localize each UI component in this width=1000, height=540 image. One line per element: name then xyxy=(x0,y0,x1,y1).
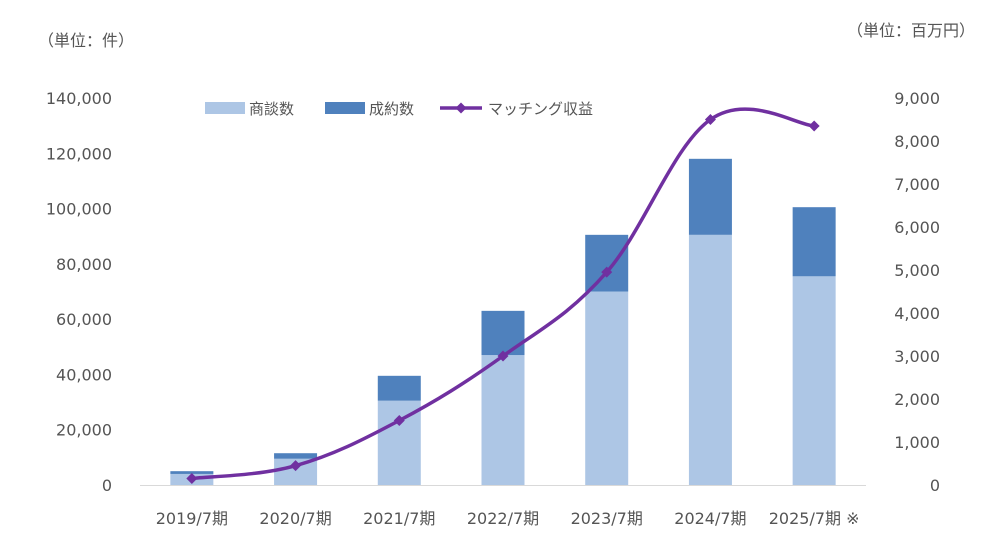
left-tick-label: 0 xyxy=(102,476,112,495)
bar-seiyaku xyxy=(792,207,836,277)
legend: 商談数 成約数 マッチング収益 xyxy=(205,100,593,118)
bar-shodan xyxy=(481,355,525,485)
right-tick-label: 2,000 xyxy=(894,390,940,409)
line-series-group xyxy=(186,107,820,485)
right-tick-label: 0 xyxy=(930,476,940,495)
bar-seiyaku xyxy=(170,471,214,474)
left-axis-ticks: 0 20,000 40,000 60,000 80,000 100,000 120,000 1… xyxy=(46,89,112,495)
bar-shodan xyxy=(585,291,629,485)
bar-shodan xyxy=(688,234,732,485)
left-tick-label: 80,000 xyxy=(56,255,112,274)
right-tick-label: 4,000 xyxy=(894,304,940,323)
right-tick-label: 8,000 xyxy=(894,132,940,151)
bar-seiyaku xyxy=(377,375,421,401)
left-tick-label: 120,000 xyxy=(46,144,112,163)
x-tick-label: 2020/7期 xyxy=(259,509,331,528)
legend-label: マッチング収益 xyxy=(488,100,593,118)
left-tick-label: 140,000 xyxy=(46,89,112,108)
legend-label: 成約数 xyxy=(369,100,414,118)
x-tick-label: 2024/7期 xyxy=(674,509,746,528)
right-axis-ticks: 0 1,000 2,000 3,000 4,000 5,000 6,000 7,000 8,00… xyxy=(894,89,940,495)
right-tick-label: 6,000 xyxy=(894,218,940,237)
legend-label: 商談数 xyxy=(249,100,294,118)
bars-group xyxy=(170,158,836,485)
right-tick-label: 3,000 xyxy=(894,347,940,366)
right-tick-label: 5,000 xyxy=(894,261,940,280)
x-tick-label: 2019/7期 xyxy=(156,509,228,528)
revenue-point xyxy=(601,266,613,278)
left-tick-label: 40,000 xyxy=(56,365,112,384)
right-axis-unit-label: （単位：百万円） xyxy=(847,21,975,40)
left-tick-label: 60,000 xyxy=(56,310,112,329)
bar-shodan xyxy=(792,276,836,485)
revenue-point xyxy=(186,473,198,485)
legend-swatch xyxy=(325,102,365,114)
left-axis-unit-label: （単位：件） xyxy=(38,31,134,50)
revenue-point xyxy=(393,415,405,426)
bar-seiyaku xyxy=(688,158,732,235)
x-tick-label: 2023/7期 xyxy=(571,509,643,528)
bar-shodan xyxy=(377,400,421,485)
revenue-point xyxy=(704,114,716,125)
x-axis-labels: 2019/7期 2020/7期 2021/7期 2022/7期 2023/7期 2024/… xyxy=(156,509,860,528)
right-tick-label: 1,000 xyxy=(894,433,940,452)
left-tick-label: 100,000 xyxy=(46,200,112,219)
revenue-point xyxy=(808,120,820,132)
bar-seiyaku xyxy=(585,234,629,292)
legend-marker xyxy=(455,102,467,114)
bar-seiyaku xyxy=(481,310,525,356)
right-tick-label: 9,000 xyxy=(894,89,940,108)
right-tick-label: 7,000 xyxy=(894,175,940,194)
x-tick-label: 2022/7期 xyxy=(467,509,539,528)
left-tick-label: 20,000 xyxy=(56,421,112,440)
x-tick-label: 2021/7期 xyxy=(363,509,435,528)
revenue-point xyxy=(290,460,302,472)
legend-swatch xyxy=(205,102,245,114)
revenue-point xyxy=(497,350,509,362)
x-tick-label: 2025/7期 ※ xyxy=(769,509,860,528)
bar-seiyaku xyxy=(274,453,318,459)
